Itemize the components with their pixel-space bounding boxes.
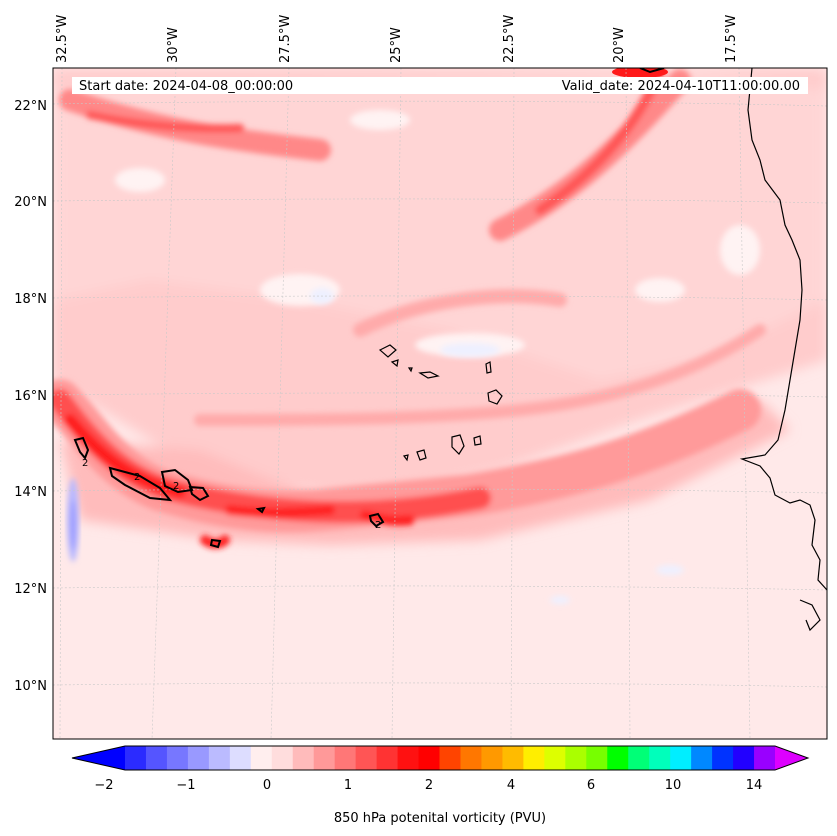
colorbar-swatch: [166, 746, 189, 770]
colorbar-outline: [71, 745, 810, 771]
colorbar-swatch: [208, 746, 231, 770]
colorbar-swatch: [628, 746, 650, 770]
svg-text:−2: −2: [94, 778, 113, 793]
colorbar-swatch: [250, 746, 273, 770]
colorbar-tick-labels: −2 −1 0 1 2 4 6 10 14: [94, 778, 762, 793]
svg-text:22.5°W: 22.5°W: [502, 15, 517, 63]
svg-text:22°N: 22°N: [14, 99, 47, 114]
valid-date: Valid_date: 2024-04-10T11:00:00.00: [562, 79, 800, 94]
latitude-labels: 22°N 20°N 18°N 16°N 14°N 12°N 10°N: [14, 99, 47, 694]
svg-text:6: 6: [587, 778, 595, 793]
colorbar-swatch: [397, 746, 420, 770]
svg-text:14°N: 14°N: [14, 485, 47, 500]
colorbar-swatch: [460, 746, 482, 770]
colorbar: [71, 745, 810, 771]
colorbar-swatch: [187, 746, 210, 770]
longitude-labels: 32.5°W 30°W 27.5°W 25°W 22.5°W 20°W 17.5…: [55, 15, 739, 63]
svg-text:0: 0: [263, 778, 271, 793]
map-panel: 2 2 2 2 Start date: 2024-04-08_00:00:00 …: [53, 68, 827, 739]
colorbar-swatch: [523, 746, 545, 770]
svg-text:10°N: 10°N: [14, 679, 47, 694]
svg-text:17.5°W: 17.5°W: [724, 15, 739, 63]
colorbar-extend-min: [72, 746, 125, 770]
colorbar-swatch: [334, 746, 357, 770]
svg-text:32.5°W: 32.5°W: [55, 15, 70, 63]
colorbar-swatch: [145, 746, 168, 770]
colorbar-swatch: [292, 746, 315, 770]
colorbar-swatch: [691, 746, 713, 770]
colorbar-swatch: [418, 746, 441, 770]
colorbar-swatch: [355, 746, 378, 770]
svg-text:14: 14: [746, 778, 763, 793]
colorbar-swatch: [481, 746, 503, 770]
svg-text:10: 10: [665, 778, 682, 793]
colorbar-swatch: [754, 746, 776, 770]
colorbar-extend-max: [775, 746, 808, 770]
svg-text:2: 2: [173, 481, 179, 492]
contour-labels: 2 2 2 2: [82, 458, 381, 531]
svg-text:2: 2: [134, 472, 140, 483]
colorbar-swatch: [565, 746, 587, 770]
pv-2-contours: [73, 68, 665, 549]
colorbar-swatch: [229, 746, 252, 770]
colorbar-swatch: [313, 746, 336, 770]
svg-text:−1: −1: [176, 778, 195, 793]
colorbar-swatch: [125, 746, 147, 770]
colorbar-swatch: [649, 746, 671, 770]
svg-text:2: 2: [375, 520, 381, 531]
svg-text:30°W: 30°W: [166, 27, 181, 63]
colorbar-swatch: [607, 746, 629, 770]
svg-text:20°W: 20°W: [612, 27, 627, 63]
svg-text:27.5°W: 27.5°W: [278, 15, 293, 63]
cape-verde-islands: [378, 344, 503, 462]
colorbar-swatch: [439, 746, 461, 770]
svg-text:25°W: 25°W: [389, 27, 404, 63]
svg-text:12°N: 12°N: [14, 582, 47, 597]
start-date: Start date: 2024-04-08_00:00:00: [79, 79, 293, 94]
svg-text:20°N: 20°N: [14, 195, 47, 210]
svg-text:4: 4: [507, 778, 515, 793]
colorbar-swatch: [271, 746, 294, 770]
map-frame: [52, 67, 828, 740]
svg-text:2: 2: [425, 778, 433, 793]
svg-text:18°N: 18°N: [14, 292, 47, 307]
colorbar-swatch: [586, 746, 608, 770]
colorbar-swatch: [376, 746, 399, 770]
colorbar-swatch: [733, 746, 755, 770]
colorbar-swatch: [544, 746, 566, 770]
svg-text:16°N: 16°N: [14, 389, 47, 404]
colorbar-swatch: [712, 746, 734, 770]
date-banner: [72, 77, 808, 94]
colorbar-label: 850 hPa potenital vorticity (PVU): [334, 811, 546, 826]
svg-text:2: 2: [82, 458, 88, 469]
svg-text:1: 1: [344, 778, 352, 793]
colorbar-swatch: [670, 746, 692, 770]
grid-lines: [53, 68, 827, 739]
colorbar-swatch: [502, 746, 524, 770]
coastline: [739, 68, 827, 632]
